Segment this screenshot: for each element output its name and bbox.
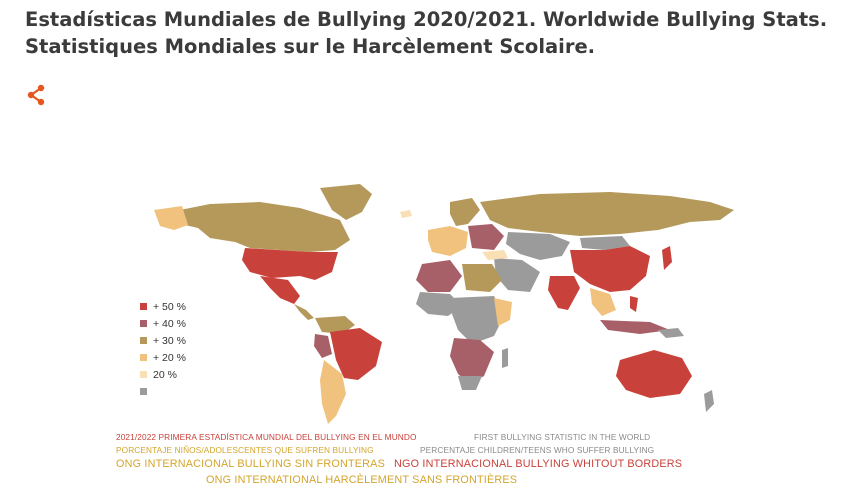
legend-item: + 40 % xyxy=(140,315,186,332)
legend-item: 20 % xyxy=(140,366,186,383)
region-new-zealand xyxy=(704,390,714,412)
legend-item: + 30 % xyxy=(140,332,186,349)
region-iceland xyxy=(400,210,412,218)
region-china xyxy=(570,246,650,292)
region-western-europe xyxy=(428,226,468,256)
region-papua xyxy=(658,328,684,338)
legend-swatch xyxy=(140,388,147,395)
legend-item: + 20 % xyxy=(140,349,186,366)
region-scandinavia xyxy=(450,198,480,226)
region-brazil xyxy=(330,328,382,380)
region-central-america xyxy=(294,304,314,320)
region-india xyxy=(548,276,580,310)
region-alaska xyxy=(154,206,188,230)
bullying-world-map-figure: + 50 % + 40 % + 30 % + 20 % 20 % 2021/20… xyxy=(110,180,740,490)
region-south-america-north xyxy=(315,316,355,334)
region-turkey xyxy=(482,250,508,260)
caption-line1-left: 2021/2022 PRIMERA ESTADÍSTICA MUNDIAL DE… xyxy=(116,432,417,442)
legend-label: + 40 % xyxy=(153,317,186,330)
region-southern-africa xyxy=(450,338,494,384)
region-southeast-asia xyxy=(590,288,616,316)
region-usa xyxy=(242,248,338,280)
legend-label: 20 % xyxy=(153,368,177,381)
region-madagascar xyxy=(502,348,508,368)
region-japan xyxy=(662,246,672,270)
legend-item xyxy=(140,383,186,400)
region-eastern-europe xyxy=(468,224,504,250)
caption-line1-right: FIRST BULLYING STATISTIC IN THE WORLD xyxy=(474,432,651,442)
caption-line4: ONG INTERNATIONAL HARCÈLEMENT SANS FRONT… xyxy=(206,474,518,486)
caption-line3-left: ONG INTERNACIONAL BULLYING SIN FRONTERAS xyxy=(116,458,385,470)
caption-line2-left: PORCENTAJE NIÑOS/ADOLESCENTES QUE SUFREN… xyxy=(116,445,374,455)
region-greenland xyxy=(320,184,372,220)
region-north-america-north xyxy=(180,202,350,252)
legend-swatch xyxy=(140,354,147,361)
map-legend: + 50 % + 40 % + 30 % + 20 % 20 % xyxy=(140,298,186,400)
legend-label: + 20 % xyxy=(153,351,186,364)
caption-line2-right: PERCENTAJE CHILDREN/TEENS WHO SUFFER BUL… xyxy=(420,445,655,455)
region-south-africa xyxy=(458,376,482,390)
region-argentina xyxy=(320,360,346,424)
caption-line3-right: NGO INTERNACIONAL BULLYING WHITOUT BORDE… xyxy=(394,458,683,470)
world-map xyxy=(154,184,734,424)
legend-swatch xyxy=(140,337,147,344)
share-button[interactable] xyxy=(25,84,47,106)
region-mongolia xyxy=(580,236,630,250)
legend-swatch xyxy=(140,371,147,378)
region-middle-east xyxy=(494,258,540,292)
share-icon xyxy=(27,84,45,106)
post-title: Estadísticas Mundiales de Bullying 2020/… xyxy=(25,8,828,58)
region-australia xyxy=(616,350,692,398)
region-mexico xyxy=(260,276,300,304)
region-central-africa xyxy=(450,296,504,344)
region-indonesia xyxy=(600,320,670,334)
region-north-africa-west xyxy=(416,260,462,292)
legend-swatch xyxy=(140,303,147,310)
region-philippines xyxy=(630,296,638,312)
legend-swatch xyxy=(140,320,147,327)
region-north-africa-east xyxy=(462,264,502,292)
region-central-asia xyxy=(506,232,570,260)
region-russia xyxy=(480,192,734,236)
region-east-africa xyxy=(494,298,512,326)
region-peru xyxy=(314,334,332,358)
legend-label: + 50 % xyxy=(153,300,186,313)
legend-label: + 30 % xyxy=(153,334,186,347)
legend-item: + 50 % xyxy=(140,298,186,315)
